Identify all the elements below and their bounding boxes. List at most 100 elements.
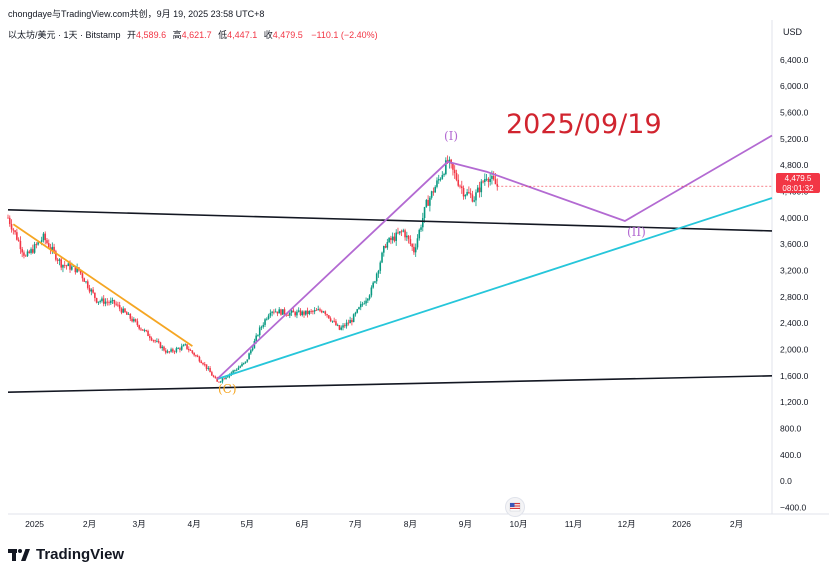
- x-tick-label: 7月: [349, 519, 362, 529]
- tradingview-logo[interactable]: TradingView: [8, 546, 124, 563]
- candle-body: [413, 246, 415, 253]
- candle-body: [86, 281, 89, 288]
- candle-body: [182, 345, 185, 347]
- candle-body: [452, 163, 454, 170]
- candle-body: [241, 363, 243, 367]
- candle-body: [71, 266, 73, 270]
- candle-body: [147, 330, 149, 337]
- candle-body: [283, 309, 286, 315]
- trendline-4: [216, 134, 773, 380]
- candle-body: [397, 232, 399, 234]
- candle-body: [301, 311, 304, 316]
- us-flag-glyph-icon: [509, 502, 521, 512]
- candle-body: [227, 376, 229, 378]
- candle-body: [262, 324, 265, 327]
- last-price: 4,479.5: [784, 174, 812, 183]
- candle-body: [459, 185, 461, 187]
- candle-body: [439, 178, 442, 180]
- candle-body: [292, 310, 295, 313]
- x-tick-label: 9月: [459, 519, 472, 529]
- candle-body: [115, 303, 117, 305]
- candle-body: [154, 340, 156, 342]
- x-tick-label: 3月: [133, 519, 146, 529]
- y-tick-label: −400.0: [780, 502, 807, 512]
- y-tick-label: 0.0: [780, 476, 792, 486]
- candle-body: [225, 377, 227, 379]
- candle-body: [248, 353, 250, 360]
- tradingview-mark-icon: [8, 548, 30, 561]
- candle-body: [79, 270, 82, 274]
- candle-body: [58, 259, 61, 261]
- candle-body: [267, 315, 270, 319]
- candle-body: [172, 349, 174, 352]
- candle-body: [138, 325, 140, 329]
- candle-body: [457, 179, 460, 186]
- candle-body: [496, 184, 499, 187]
- candle-body: [156, 340, 158, 342]
- candle-body: [266, 318, 268, 320]
- candle-body: [95, 297, 98, 303]
- symbol-legend[interactable]: 以太坊/美元 · 1天 · Bitstamp 开4,589.6 高4,621.7…: [8, 28, 378, 41]
- x-tick-label: 2025: [25, 519, 44, 529]
- candle-body: [482, 181, 484, 183]
- candle-body: [32, 249, 34, 253]
- candle-body: [287, 315, 289, 316]
- candle-body: [278, 309, 281, 314]
- close-value: 4,479.5: [272, 30, 303, 40]
- candle-body: [406, 235, 408, 238]
- candle-body: [198, 356, 201, 362]
- candle-body: [281, 309, 284, 315]
- candle-body: [416, 238, 419, 248]
- candle-body: [175, 348, 178, 352]
- candle-body: [487, 178, 490, 182]
- candle-body: [125, 312, 128, 315]
- candle-body: [423, 207, 426, 219]
- candle-body: [143, 330, 146, 331]
- candle-body: [46, 240, 48, 244]
- candle-body: [443, 174, 445, 176]
- candle-body: [131, 318, 133, 322]
- candle-body: [106, 301, 109, 303]
- x-tick-label: 12月: [618, 519, 636, 529]
- candle-body: [177, 348, 179, 350]
- candle-body: [315, 310, 318, 311]
- candle-body: [19, 240, 22, 250]
- candle-body: [328, 315, 330, 319]
- currency-label[interactable]: USD: [783, 27, 803, 37]
- candle-body: [354, 312, 357, 315]
- y-tick-label: 400.0: [780, 450, 802, 460]
- candle-body: [102, 298, 105, 304]
- candle-body: [152, 340, 155, 342]
- candle-body: [164, 350, 167, 353]
- candle-body: [113, 299, 116, 304]
- candle-body: [7, 217, 9, 219]
- x-tick-label: 5月: [241, 519, 254, 529]
- candle-body: [88, 287, 91, 292]
- y-tick-label: 4,800.0: [780, 160, 809, 170]
- trendline-2: [12, 223, 193, 347]
- candle-body: [230, 372, 233, 375]
- candle-body: [343, 325, 346, 327]
- candle-body: [358, 307, 360, 310]
- candle-body: [200, 361, 203, 364]
- candle-body: [244, 361, 247, 363]
- candle-body: [475, 192, 477, 201]
- candle-body: [23, 252, 25, 256]
- candle-body: [404, 230, 406, 238]
- open-value: 4,589.6: [136, 30, 167, 40]
- candle-body: [335, 321, 337, 326]
- candle-body: [136, 321, 139, 326]
- candle-body: [242, 362, 245, 364]
- y-tick-label: 3,600.0: [780, 239, 809, 249]
- candle-body: [209, 368, 211, 373]
- us-flag-icon[interactable]: [505, 497, 525, 517]
- candle-body: [207, 368, 210, 369]
- candle-body: [195, 355, 197, 357]
- candle-body: [180, 346, 183, 350]
- y-tick-label: 4,000.0: [780, 213, 809, 223]
- candle-body: [35, 244, 38, 246]
- trendline-0: [7, 209, 773, 232]
- candle-body: [157, 340, 160, 343]
